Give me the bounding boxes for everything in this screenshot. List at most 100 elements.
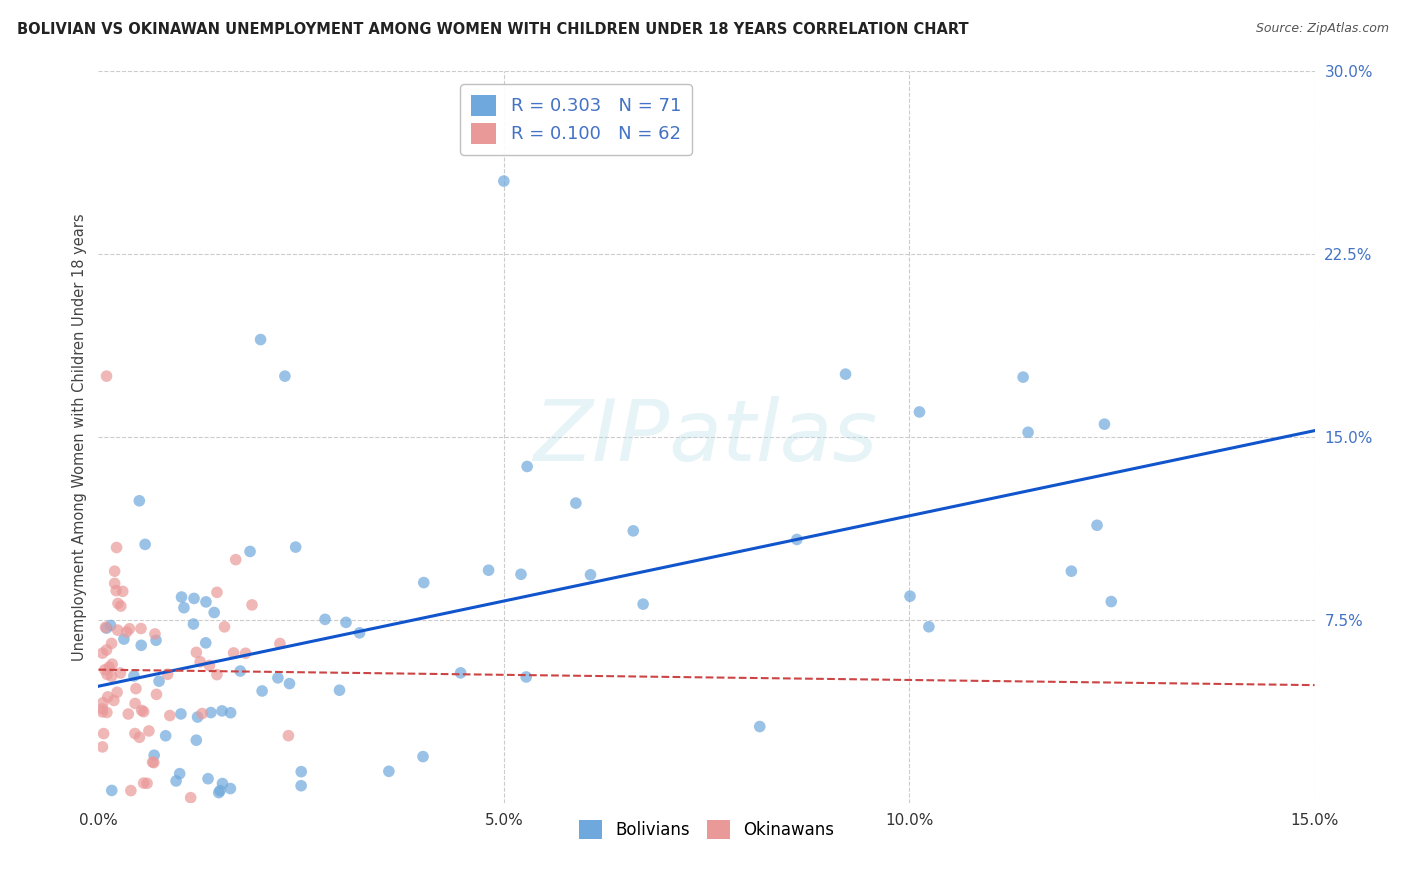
Point	[143, 627, 166, 641]
Point	[412, 749, 434, 764]
Point	[122, 669, 145, 683]
Point	[235, 646, 257, 660]
Point	[138, 723, 160, 738]
Point	[191, 706, 214, 721]
Point	[124, 726, 146, 740]
Point	[918, 620, 941, 634]
Point	[378, 764, 401, 779]
Point	[96, 667, 118, 681]
Point	[100, 618, 122, 632]
Point	[450, 665, 472, 680]
Point	[188, 655, 211, 669]
Point	[1085, 518, 1108, 533]
Point	[96, 643, 118, 657]
Point	[186, 645, 208, 659]
Point	[117, 706, 139, 721]
Point	[120, 783, 142, 797]
Point	[211, 704, 233, 718]
Point	[349, 625, 371, 640]
Point	[748, 720, 770, 734]
Point	[239, 544, 262, 558]
Point	[96, 621, 118, 635]
Point	[145, 687, 167, 701]
Point	[277, 729, 299, 743]
Point	[183, 617, 205, 632]
Legend: Bolivians, Okinawans: Bolivians, Okinawans	[572, 814, 841, 846]
Point	[187, 710, 209, 724]
Text: ZIPatlas: ZIPatlas	[534, 395, 879, 479]
Point	[132, 776, 155, 790]
Point	[107, 623, 129, 637]
Point	[96, 369, 118, 384]
Point	[183, 591, 205, 606]
Point	[129, 638, 152, 652]
Point	[274, 369, 297, 384]
Point	[143, 748, 166, 763]
Point	[412, 575, 434, 590]
Point	[145, 633, 167, 648]
Point	[103, 693, 125, 707]
Point	[105, 685, 128, 699]
Point	[91, 696, 114, 710]
Point	[91, 705, 114, 719]
Point	[104, 576, 127, 591]
Point	[328, 683, 350, 698]
Point	[98, 660, 121, 674]
Point	[132, 705, 155, 719]
Point	[128, 731, 150, 745]
Point	[219, 781, 242, 796]
Point	[170, 590, 193, 604]
Point	[208, 786, 231, 800]
Point	[492, 174, 515, 188]
Point	[105, 583, 128, 598]
Point	[118, 622, 141, 636]
Point	[131, 703, 153, 717]
Point	[96, 706, 118, 720]
Text: BOLIVIAN VS OKINAWAN UNEMPLOYMENT AMONG WOMEN WITH CHILDREN UNDER 18 YEARS CORRE: BOLIVIAN VS OKINAWAN UNEMPLOYMENT AMONG …	[17, 22, 969, 37]
Point	[202, 606, 225, 620]
Point	[125, 681, 148, 696]
Point	[148, 674, 170, 689]
Point	[222, 646, 245, 660]
Point	[111, 584, 134, 599]
Point	[100, 636, 122, 650]
Point	[180, 790, 202, 805]
Point	[142, 756, 165, 770]
Point	[156, 667, 179, 681]
Point	[1099, 594, 1122, 608]
Point	[104, 564, 127, 578]
Point	[565, 496, 588, 510]
Point	[314, 612, 336, 626]
Point	[100, 669, 122, 683]
Text: Source: ZipAtlas.com: Source: ZipAtlas.com	[1256, 22, 1389, 36]
Point	[225, 552, 247, 566]
Point	[284, 540, 307, 554]
Point	[211, 776, 233, 790]
Point	[169, 766, 191, 780]
Point	[173, 600, 195, 615]
Point	[205, 667, 228, 681]
Point	[142, 755, 165, 769]
Point	[101, 657, 124, 672]
Point	[898, 589, 921, 603]
Point	[194, 636, 217, 650]
Point	[129, 622, 152, 636]
Point	[240, 598, 263, 612]
Point	[214, 620, 236, 634]
Point	[1017, 425, 1039, 440]
Point	[197, 772, 219, 786]
Point	[510, 567, 533, 582]
Point	[155, 729, 177, 743]
Point	[100, 783, 122, 797]
Point	[1060, 564, 1083, 578]
Point	[107, 596, 129, 610]
Point	[515, 670, 537, 684]
Point	[278, 676, 301, 690]
Point	[290, 779, 312, 793]
Point	[516, 459, 538, 474]
Y-axis label: Unemployment Among Women with Children Under 18 years: Unemployment Among Women with Children U…	[72, 213, 87, 661]
Point	[91, 646, 114, 660]
Point	[205, 585, 228, 599]
Point	[128, 493, 150, 508]
Point	[1094, 417, 1116, 431]
